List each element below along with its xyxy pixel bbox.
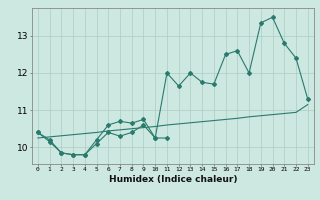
X-axis label: Humidex (Indice chaleur): Humidex (Indice chaleur)	[108, 175, 237, 184]
